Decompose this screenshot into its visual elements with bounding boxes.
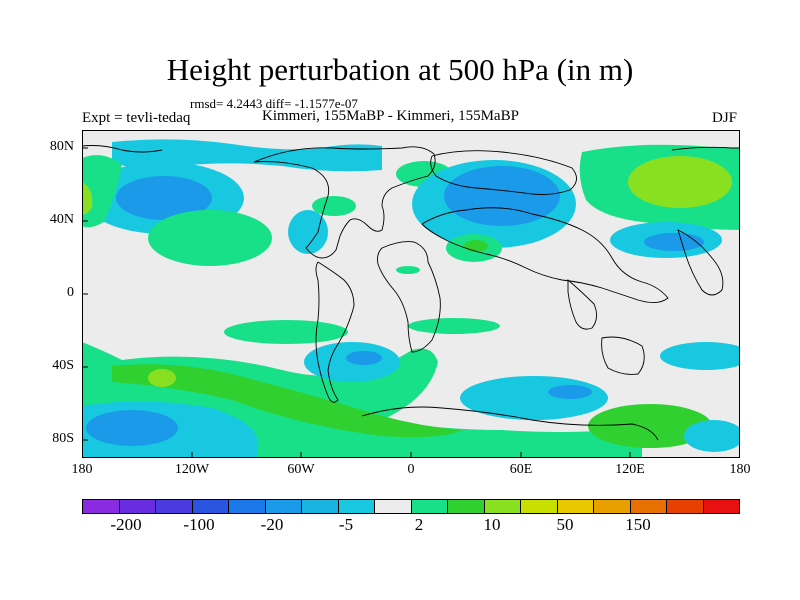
coast-arctic-east [671,146,740,151]
contour-pos-ceurasia-core [464,240,488,252]
coast-pacific-island [677,229,724,296]
colorbar-swatch [338,500,375,513]
lat-label-80n: 80N [49,139,74,154]
colorbar-swatch [156,500,193,513]
contour-pos-wpac-core [82,182,93,215]
colorbar-label: 10 [483,515,501,534]
colorbar-swatch [630,500,667,513]
colorbar [82,499,740,514]
season-label: DJF [712,110,738,126]
comparison-label: Kimmeri, 155MaBP - Kimmeri, 155MaBP [262,108,519,124]
contour-pos-nepac [148,210,272,266]
lat-label-40s: 40S [52,358,74,373]
contour-pos-sepac [224,320,348,344]
lat-label-80s: 80S [52,431,74,446]
contour-pos-equator [408,318,500,334]
contour-fills [82,139,740,458]
map-panel [82,130,740,458]
colorbar-swatch [594,500,631,513]
contour-pos-southband-core [148,369,176,387]
colorbar-swatch [484,500,521,513]
colorbar-swatch [375,500,412,513]
contour-neg-namerica [288,210,328,254]
colorbar-swatch [448,500,485,513]
lat-label-40n: 40N [49,212,74,227]
colorbar-label: -200 [110,515,142,534]
coast-eurasia-north [430,150,577,195]
lon-label-60e: 60E [509,462,533,477]
contour-pos-atl [312,196,356,216]
lon-label-180w: 180 [71,462,93,477]
colorbar-label: 2 [414,515,424,534]
contour-neg-eurasia-core [444,166,560,226]
contour-neg-indian-core [548,385,592,399]
contour-neg-npac-core [116,176,212,220]
lon-label-120e: 120E [615,462,645,477]
colorbar-label: -100 [183,515,215,534]
coast-south-america [315,261,355,403]
colorbar-label: 50 [556,515,574,534]
lon-label-180e: 180 [729,462,751,477]
colorbar-label: 150 [625,515,651,534]
coast-arctic-west [82,145,163,153]
lat-label-0: 0 [67,285,74,300]
colorbar-swatch [667,500,704,513]
coast-india [567,279,597,330]
coast-antarctica [361,406,659,441]
colorbar-label: -5 [338,515,354,534]
colorbar-swatch [557,500,594,513]
colorbar-swatch [521,500,558,513]
contour-neg-satl-core [346,351,382,365]
coast-australia [601,336,645,375]
map-frame [82,130,740,458]
contour-neg-sfar [684,420,740,452]
colorbar-swatch [119,500,156,513]
colorbar-swatch [411,500,448,513]
coastlines [82,145,740,441]
coast-africa [377,241,441,353]
colorbar-label: -20 [260,515,284,534]
contour-pos-soe [588,404,712,448]
contour-pos-small [396,266,420,274]
contour-pos-wpac [82,155,122,228]
contour-pos-southband-mid [112,364,462,438]
coast-north-america [253,146,436,259]
contour-neg-se [660,342,740,370]
lon-label-120w: 120W [174,462,210,477]
contour-neg-indian [460,376,608,420]
colorbar-swatch [83,500,120,513]
colorbar-swatch [229,500,266,513]
stats-label: rmsd= 4.2443 diff= -1.1577e-07 [190,96,358,111]
colorbar-swatch [265,500,302,513]
contour-neg-wpac-core [644,233,704,251]
experiment-label: Expt = tevli-tedaq [82,110,191,126]
colorbar-swatch [192,500,229,513]
coast-asia [421,207,669,303]
contour-neg-spac-core [86,410,178,446]
contour-neg-arctic [112,139,382,172]
colorbar-swatch [703,500,739,513]
lon-label-0: 0 [407,462,415,477]
plot-title: Height perturbation at 500 hPa (in m) [166,52,634,87]
colorbar-swatch [302,500,339,513]
lon-label-60w: 60W [287,462,315,477]
contour-pos-epac-core [628,156,732,208]
